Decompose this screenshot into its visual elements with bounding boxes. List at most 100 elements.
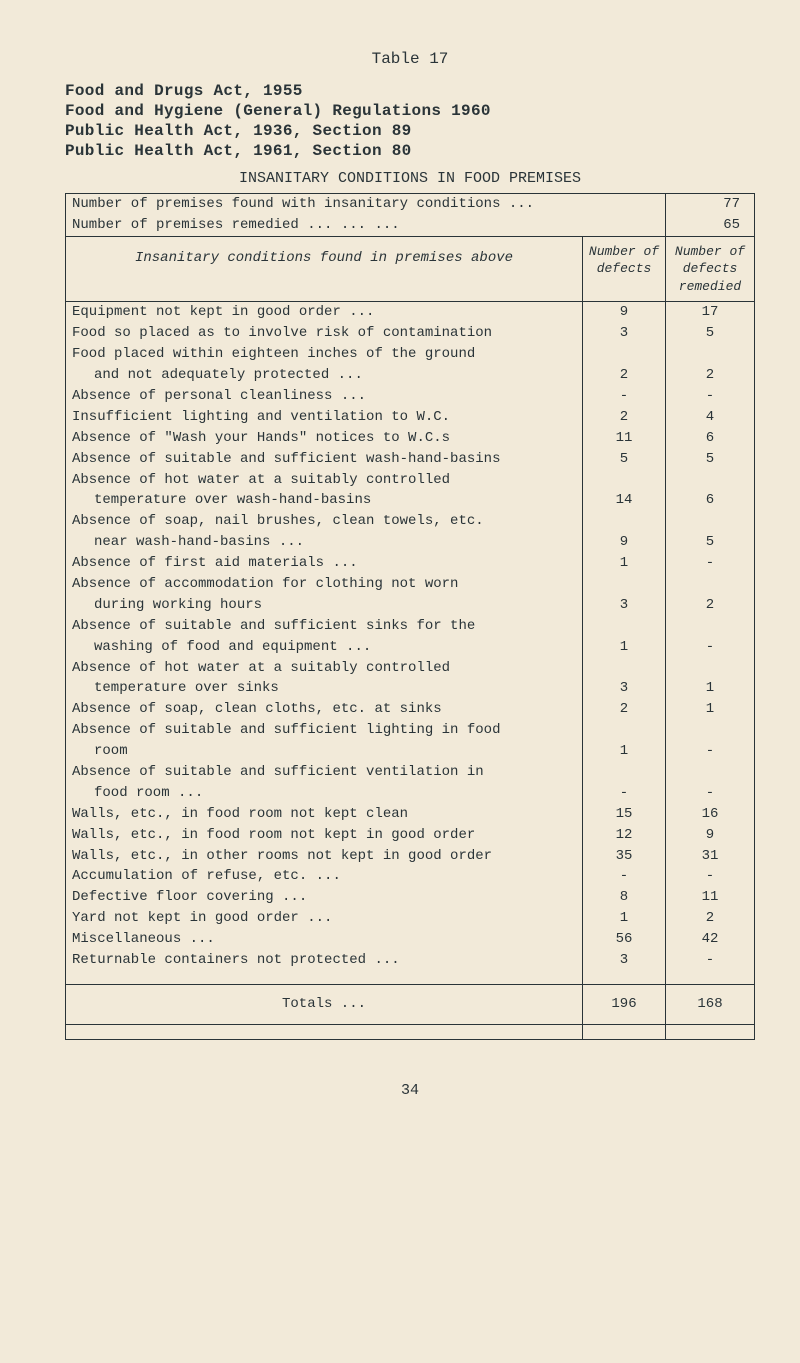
row-label: Absence of soap, nail brushes, clean tow… <box>66 511 583 532</box>
table-row: temperature over sinks31 <box>66 678 755 699</box>
summary-value: 77 <box>666 194 755 215</box>
cell-defects <box>583 574 666 595</box>
table-row: Absence of first aid materials ...1- <box>66 553 755 574</box>
cell-remedied: - <box>666 783 755 804</box>
cell-remedied: - <box>666 386 755 407</box>
cell-defects: 2 <box>583 407 666 428</box>
cell-remedied: 6 <box>666 428 755 449</box>
cell-remedied: - <box>666 553 755 574</box>
cell-defects: - <box>583 386 666 407</box>
cell-remedied <box>666 720 755 741</box>
cell-remedied: 17 <box>666 302 755 323</box>
row-label: during working hours <box>66 595 583 616</box>
summary-label: Number of premises remedied ... ... ... <box>66 215 666 236</box>
cell-remedied <box>666 344 755 365</box>
cell-remedied <box>666 574 755 595</box>
document-page: Table 17 Food and Drugs Act, 1955 Food a… <box>0 0 800 1129</box>
table-body: Equipment not kept in good order ...917F… <box>66 302 755 985</box>
cell-defects: 14 <box>583 490 666 511</box>
cell-defects: 2 <box>583 699 666 720</box>
table-row: Absence of personal cleanliness ...-- <box>66 386 755 407</box>
cell-remedied: - <box>666 866 755 887</box>
row-label: Insufficient lighting and ventilation to… <box>66 407 583 428</box>
table-row: Absence of suitable and sufficient sinks… <box>66 616 755 637</box>
cell-remedied: 2 <box>666 595 755 616</box>
row-label: Absence of hot water at a suitably contr… <box>66 658 583 679</box>
cell-defects: 9 <box>583 532 666 553</box>
insanitary-conditions-table: Number of premises found with insanitary… <box>65 193 755 1040</box>
page-number: 34 <box>65 1082 755 1099</box>
table-row: Absence of accommodation for clothing no… <box>66 574 755 595</box>
totals-label: Totals ... <box>66 984 583 1024</box>
cell-remedied: 42 <box>666 929 755 950</box>
table-row: Walls, etc., in food room not kept clean… <box>66 804 755 825</box>
spacer-row <box>66 1024 755 1039</box>
table-row: Absence of suitable and sufficient venti… <box>66 762 755 783</box>
row-label: Yard not kept in good order ... <box>66 908 583 929</box>
header-col2: Number of defects remedied <box>666 236 755 302</box>
cell-defects: 3 <box>583 950 666 984</box>
cell-defects <box>583 470 666 491</box>
cell-defects: 1 <box>583 741 666 762</box>
table-row: temperature over wash-hand-basins146 <box>66 490 755 511</box>
totals-row: Totals ... 196 168 <box>66 984 755 1024</box>
row-label: Absence of first aid materials ... <box>66 553 583 574</box>
cell-remedied: 11 <box>666 887 755 908</box>
cell-defects <box>583 720 666 741</box>
summary-row: Number of premises found with insanitary… <box>66 194 755 215</box>
table-row: Defective floor covering ...811 <box>66 887 755 908</box>
cell-defects: 5 <box>583 449 666 470</box>
cell-remedied <box>666 762 755 783</box>
cell-remedied <box>666 658 755 679</box>
cell-defects: 35 <box>583 846 666 867</box>
row-label: Absence of hot water at a suitably contr… <box>66 470 583 491</box>
table-row: Absence of "Wash your Hands" notices to … <box>66 428 755 449</box>
row-label: Equipment not kept in good order ... <box>66 302 583 323</box>
row-label: food room ... <box>66 783 583 804</box>
table-row: room1- <box>66 741 755 762</box>
cell-remedied: 6 <box>666 490 755 511</box>
cell-remedied: - <box>666 950 755 984</box>
row-label: Absence of suitable and sufficient light… <box>66 720 583 741</box>
table-row: Insufficient lighting and ventilation to… <box>66 407 755 428</box>
row-label: washing of food and equipment ... <box>66 637 583 658</box>
cell-remedied: 16 <box>666 804 755 825</box>
header-main: Insanitary conditions found in premises … <box>66 236 583 302</box>
cell-remedied: 4 <box>666 407 755 428</box>
row-label: temperature over sinks <box>66 678 583 699</box>
cell-defects: - <box>583 866 666 887</box>
heading-line: Public Health Act, 1936, Section 89 <box>65 122 755 140</box>
table-label: Table 17 <box>65 50 755 68</box>
cell-defects <box>583 511 666 532</box>
table-row: Returnable containers not protected ...3… <box>66 950 755 984</box>
cell-defects: 3 <box>583 595 666 616</box>
row-label: Food so placed as to involve risk of con… <box>66 323 583 344</box>
cell-defects: 15 <box>583 804 666 825</box>
table-row: Yard not kept in good order ...12 <box>66 908 755 929</box>
cell-defects: 1 <box>583 553 666 574</box>
cell-defects: 11 <box>583 428 666 449</box>
cell-defects <box>583 616 666 637</box>
cell-remedied: 9 <box>666 825 755 846</box>
row-label: Absence of personal cleanliness ... <box>66 386 583 407</box>
cell-defects: 9 <box>583 302 666 323</box>
cell-defects <box>583 344 666 365</box>
cell-remedied: 5 <box>666 323 755 344</box>
row-label: Walls, etc., in food room not kept in go… <box>66 825 583 846</box>
table-row: Food placed within eighteen inches of th… <box>66 344 755 365</box>
row-label: Defective floor covering ... <box>66 887 583 908</box>
table-row: Absence of suitable and sufficient light… <box>66 720 755 741</box>
cell-defects: 3 <box>583 678 666 699</box>
cell-defects: 1 <box>583 908 666 929</box>
table-row: Absence of hot water at a suitably contr… <box>66 470 755 491</box>
row-label: and not adequately protected ... <box>66 365 583 386</box>
table-row: Walls, etc., in other rooms not kept in … <box>66 846 755 867</box>
table-row: Equipment not kept in good order ...917 <box>66 302 755 323</box>
table-row: Absence of soap, nail brushes, clean tow… <box>66 511 755 532</box>
row-label: Absence of suitable and sufficient wash-… <box>66 449 583 470</box>
row-label: Walls, etc., in food room not kept clean <box>66 804 583 825</box>
subheading: INSANITARY CONDITIONS IN FOOD PREMISES <box>65 170 755 187</box>
row-label: Food placed within eighteen inches of th… <box>66 344 583 365</box>
table-row: Absence of suitable and sufficient wash-… <box>66 449 755 470</box>
table-row: Walls, etc., in food room not kept in go… <box>66 825 755 846</box>
